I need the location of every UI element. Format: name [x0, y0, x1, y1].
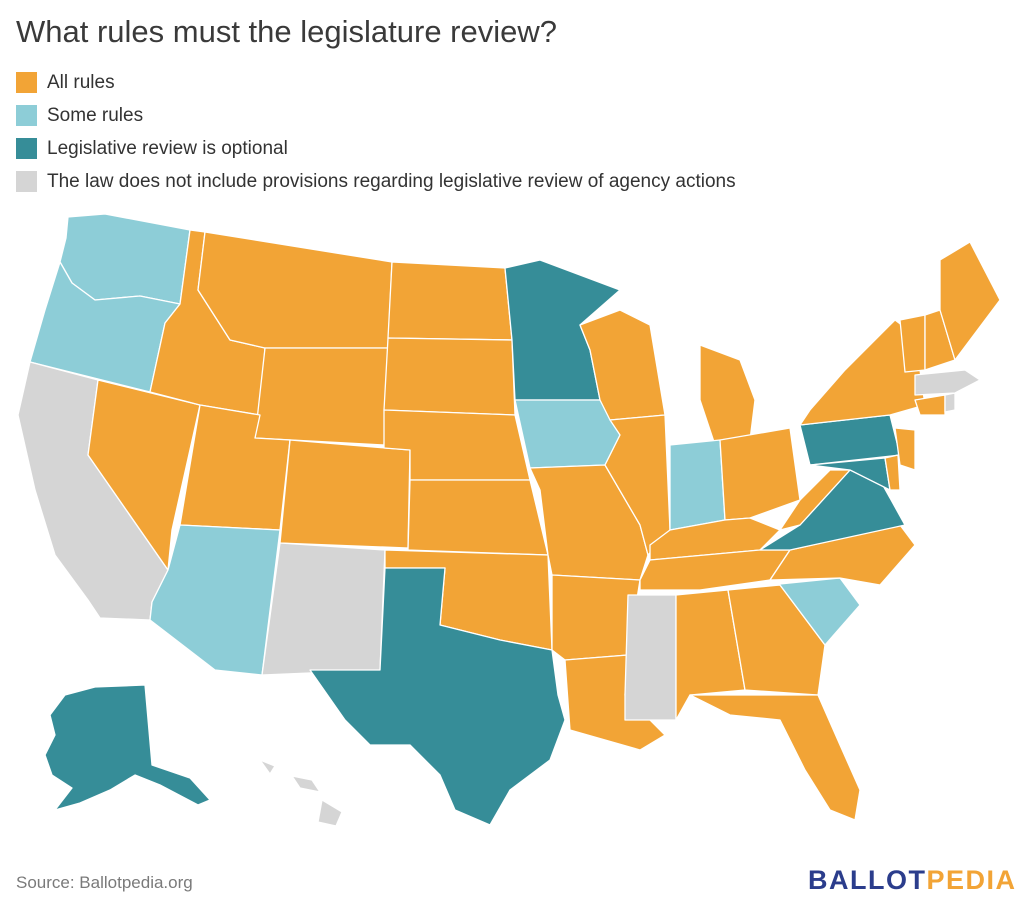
state-sc: [769, 577, 861, 646]
legend-swatch-optional: [16, 138, 37, 159]
logo-text-ballot: BALLOT: [808, 865, 927, 895]
source-note: Source: Ballotpedia.org: [16, 873, 193, 892]
state-tx: [309, 567, 566, 826]
state-co: [279, 439, 411, 549]
state-fl: [689, 694, 861, 821]
state-oh: [719, 427, 801, 521]
legend-label-some-rules: Some rules: [47, 104, 144, 126]
legend-label-optional: Legislative review is optional: [47, 137, 288, 159]
state-ms: [624, 594, 677, 721]
state-az: [149, 524, 281, 676]
state-vt: [899, 314, 926, 373]
legend-item-some-rules: Some rules: [16, 99, 736, 132]
state-il: [604, 414, 671, 556]
ballotpedia-logo: BALLOTPEDIA: [808, 865, 1017, 896]
state-ga: [727, 584, 826, 696]
state-me: [939, 241, 1001, 361]
state-mt: [197, 231, 393, 349]
state-in: [669, 439, 726, 531]
state-ks: [407, 479, 549, 556]
legend-swatch-some-rules: [16, 105, 37, 126]
state-ak: [44, 684, 211, 811]
legend-swatch-no-provisions: [16, 171, 37, 192]
legend-swatch-all-rules: [16, 72, 37, 93]
state-nd: [387, 261, 513, 341]
state-ma: [914, 369, 981, 396]
legend-label-all-rules: All rules: [47, 71, 115, 93]
states-layer: [17, 213, 1001, 827]
state-nm: [261, 542, 386, 676]
legend: All rules Some rules Legislative review …: [16, 66, 736, 198]
legend-item-no-provisions: The law does not include provisions rega…: [16, 165, 736, 198]
state-ia: [514, 399, 621, 469]
legend-item-optional: Legislative review is optional: [16, 132, 736, 165]
legend-label-no-provisions: The law does not include provisions rega…: [47, 170, 736, 192]
state-nj: [894, 427, 916, 471]
state-mi: [699, 344, 756, 446]
state-al: [675, 589, 746, 721]
state-ct: [914, 394, 946, 416]
legend-item-all-rules: All rules: [16, 66, 736, 99]
chart-title: What rules must the legislature review?: [16, 14, 558, 49]
us-map: [17, 213, 1001, 827]
state-de: [884, 454, 901, 491]
state-ri: [944, 392, 956, 413]
state-wv: [779, 469, 851, 531]
state-wy: [254, 347, 389, 446]
state-hi: [259, 759, 343, 827]
state-sd: [383, 337, 516, 416]
logo-text-pedia: PEDIA: [926, 865, 1017, 895]
